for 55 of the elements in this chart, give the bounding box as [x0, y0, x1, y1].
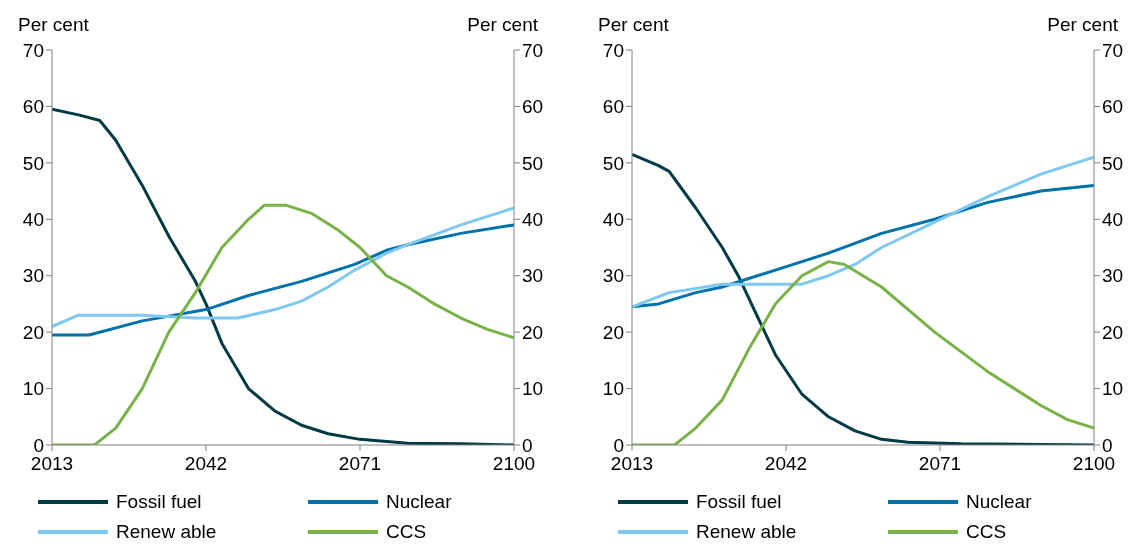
- legend-label: CCS: [386, 521, 427, 543]
- y-tick-label: 70: [602, 39, 624, 61]
- y-axis-title: Per cent: [598, 14, 669, 36]
- y2-axis-title: Per cent: [1047, 14, 1118, 36]
- legend-label: Renew able: [116, 521, 217, 543]
- y2-tick-label: 20: [1102, 321, 1124, 343]
- y2-tick-label: 10: [522, 378, 544, 400]
- y-tick-label: 40: [22, 209, 44, 231]
- legend-label: Fossil fuel: [696, 491, 782, 513]
- y-tick-label: 10: [22, 378, 44, 400]
- legend-label: Fossil fuel: [116, 491, 202, 513]
- y-tick-label: 20: [22, 321, 44, 343]
- x-tick-label: 2071: [338, 453, 382, 475]
- y2-tick-label: 50: [1102, 152, 1124, 174]
- y-tick-label: 20: [602, 321, 624, 343]
- y-tick-label: 70: [22, 39, 44, 61]
- legend-label: Renew able: [696, 521, 797, 543]
- y2-tick-label: 0: [522, 434, 533, 456]
- x-tick-label: 2013: [30, 453, 74, 475]
- y-tick-label: 30: [602, 265, 624, 287]
- y2-tick-label: 10: [1102, 378, 1124, 400]
- line-series: [632, 183, 1094, 309]
- y-tick-label: 30: [22, 265, 44, 287]
- line-series: [52, 206, 514, 328]
- y-tick-label: 50: [22, 152, 44, 174]
- y-tick-label: 60: [602, 96, 624, 118]
- y-tick-label: 0: [33, 434, 44, 456]
- y2-tick-label: 70: [1102, 39, 1124, 61]
- y2-tick-label: 20: [522, 321, 544, 343]
- y2-tick-label: 40: [1102, 209, 1124, 231]
- y-tick-label: 10: [602, 378, 624, 400]
- y2-tick-label: 0: [1102, 434, 1113, 456]
- y-tick-label: 0: [613, 434, 624, 456]
- line-series: [632, 155, 1094, 309]
- y2-tick-label: 70: [522, 39, 544, 61]
- y2-tick-label: 40: [522, 209, 544, 231]
- y2-tick-label: 60: [522, 96, 544, 118]
- x-tick-label: 2013: [610, 453, 654, 475]
- x-tick-label: 2100: [492, 453, 536, 475]
- x-tick-label: 2042: [764, 453, 808, 475]
- y2-tick-label: 30: [1102, 265, 1124, 287]
- y2-tick-label: 60: [1102, 96, 1124, 118]
- y2-axis-title: Per cent: [467, 14, 538, 36]
- legend-label: Nuclear: [386, 491, 452, 513]
- y-tick-label: 50: [602, 152, 624, 174]
- legend-label: CCS: [966, 521, 1007, 543]
- y-tick-label: 60: [22, 96, 44, 118]
- legend-label: Nuclear: [966, 491, 1032, 513]
- y2-tick-label: 50: [522, 152, 544, 174]
- x-tick-label: 2100: [1072, 453, 1116, 475]
- x-tick-label: 2071: [918, 453, 962, 475]
- y-tick-label: 40: [602, 209, 624, 231]
- x-tick-label: 2042: [184, 453, 228, 475]
- y2-tick-label: 30: [522, 265, 544, 287]
- y-axis-title: Per cent: [18, 14, 89, 36]
